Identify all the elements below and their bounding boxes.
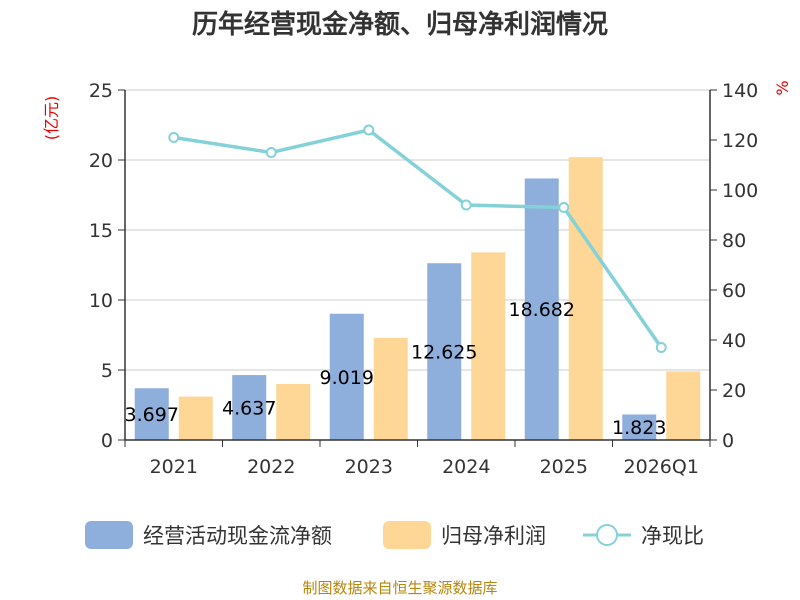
bar-value-label: 4.637	[222, 398, 276, 420]
x-tick-label: 2025	[540, 456, 588, 478]
bars	[134, 157, 701, 440]
legend: 经营活动现金流净额 归母净利润 净现比	[85, 521, 704, 549]
bar-cashflow	[329, 313, 364, 440]
y-right-tick-label: 60	[722, 280, 746, 302]
bar-net-profit	[276, 384, 311, 440]
ratio-point	[363, 124, 375, 136]
bar-cashflow	[134, 388, 169, 440]
ratio-line	[168, 124, 667, 353]
bar-value-label: 3.697	[125, 404, 179, 426]
legend-label: 净现比	[641, 524, 704, 548]
x-tick-label: 2021	[150, 456, 198, 478]
bar-cashflow	[524, 178, 559, 440]
y-right-tick-label: 120	[722, 130, 758, 152]
bar-net-profit	[373, 337, 408, 440]
y-right-tick-label: 40	[722, 330, 746, 352]
bar-cashflow	[232, 375, 267, 440]
y-left-tick-label: 25	[89, 80, 113, 102]
bar-net-profit	[178, 396, 213, 440]
x-tick-label: 2022	[247, 456, 295, 478]
y-right-tick-label: 0	[722, 430, 734, 452]
source-note: 制图数据来自恒生聚源数据库	[302, 579, 497, 597]
y-left-tick-label: 10	[89, 290, 113, 312]
ratio-point	[168, 132, 180, 143]
bar-net-profit	[471, 252, 506, 440]
ratio-point	[460, 199, 472, 211]
bar-net-profit	[568, 157, 603, 440]
y-right-tick-label: 140	[722, 80, 758, 102]
y-left-tick-label: 5	[101, 360, 113, 382]
bar-value-label: 9.019	[320, 367, 374, 389]
bar-net-profit	[666, 371, 701, 440]
bar-value-label: 1.823	[612, 417, 666, 439]
ratio-point	[655, 342, 667, 353]
y-right-tick-label: 100	[722, 180, 758, 202]
legend-swatch	[383, 521, 431, 549]
y-left-tick-label: 0	[101, 430, 113, 452]
bar-value-label: 18.682	[509, 299, 575, 321]
bar-cashflow	[622, 414, 657, 440]
gridlines	[125, 89, 710, 371]
y-right-tick-label: 80	[722, 230, 746, 252]
x-tick-label: 2023	[345, 456, 393, 478]
ratio-line-path	[173, 128, 663, 349]
chart-title: 历年经营现金净额、归母净利润情况	[192, 9, 608, 40]
y-right-unit: %	[773, 80, 792, 95]
ratio-point	[558, 202, 570, 213]
bar-cashflow	[427, 263, 462, 440]
legend-swatch	[85, 521, 133, 549]
x-tick-label: 2024	[442, 456, 490, 478]
y-left-tick-label: 20	[89, 150, 113, 172]
legend-label: 经营活动现金流净额	[143, 524, 332, 548]
ratio-point	[265, 147, 277, 158]
y-left-unit: (亿元)	[42, 96, 61, 141]
data-labels: 3.697 4.637 9.019 12.625 18.682 1.823	[125, 299, 667, 439]
y-left-tick-label: 15	[89, 220, 113, 242]
y-right-tick-label: 20	[722, 380, 746, 402]
legend-label: 归母净利润	[441, 524, 546, 548]
bar-value-label: 12.625	[411, 342, 477, 364]
legend-marker	[596, 524, 618, 546]
x-tick-label: 2026Q1	[624, 456, 699, 478]
